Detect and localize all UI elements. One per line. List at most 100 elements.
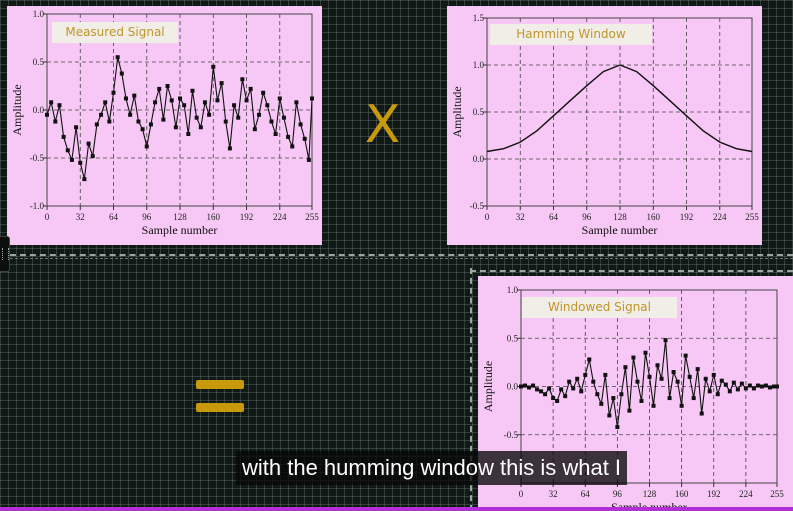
y-tick-label: 0.5 <box>33 57 45 67</box>
data-point <box>531 383 536 388</box>
hamming-window-panel: 0 32 64 96 128 160 192 224 255 1.5 1.0 0.5 0.0 -0.5 Sa… <box>447 6 762 245</box>
data-point <box>111 90 116 95</box>
data-point <box>140 127 145 132</box>
data-point <box>767 385 772 390</box>
y-tick-label: 0.0 <box>33 105 45 115</box>
x-tick-label: 32 <box>516 212 525 222</box>
data-point <box>715 392 720 397</box>
data-point <box>78 160 83 165</box>
data-point <box>86 141 91 146</box>
data-point <box>182 103 187 108</box>
data-point <box>227 146 232 151</box>
data-point <box>755 383 760 388</box>
data-point <box>223 119 228 124</box>
data-point <box>583 372 588 377</box>
x-tick-label: 96 <box>142 212 152 222</box>
data-point <box>123 96 128 101</box>
data-point <box>711 372 716 377</box>
data-point <box>286 134 291 139</box>
x-tick-label: 96 <box>613 489 623 499</box>
x-tick-label: 192 <box>680 212 694 222</box>
data-point <box>771 384 776 389</box>
x-tick-label: 128 <box>643 489 657 499</box>
data-point <box>194 115 199 120</box>
data-point <box>186 132 191 136</box>
x-tick-label: 0 <box>519 489 524 499</box>
x-tick-label: 64 <box>549 212 559 222</box>
y-tick-label: 0.0 <box>507 382 519 392</box>
chart-3-svg: 0 32 64 96 128 160 192 224 255 1.0 0.5 0.0 -0.5 Sampl… <box>481 285 784 511</box>
x-tick-label: 96 <box>582 212 592 222</box>
data-point <box>82 177 87 182</box>
x-tick-label: 224 <box>713 212 727 222</box>
data-point <box>703 376 708 381</box>
data-point <box>559 387 564 392</box>
y-tick-label: -0.5 <box>504 430 519 440</box>
data-point <box>90 154 95 159</box>
x-tick-label: 0 <box>45 212 50 222</box>
y-tick-label: 1.0 <box>473 60 485 70</box>
data-point <box>61 134 66 139</box>
windowed-signal-panel: 0 32 64 96 128 160 192 224 255 1.0 0.5 0.0 -0.5 Sampl… <box>478 276 793 511</box>
data-point <box>655 363 660 368</box>
data-point <box>302 136 307 141</box>
data-point <box>607 413 612 418</box>
data-point <box>103 100 108 105</box>
data-point <box>128 112 133 117</box>
data-point <box>759 384 764 389</box>
multiply-operator: X <box>364 95 401 155</box>
data-point <box>298 122 303 127</box>
y-axis-label: Amplitude <box>450 86 464 137</box>
data-point <box>735 387 740 392</box>
section-divider-secondary <box>0 258 793 259</box>
data-point <box>619 392 624 397</box>
data-point <box>695 367 700 372</box>
x-tick-label: 160 <box>207 212 221 222</box>
selection-guide-horizontal <box>470 270 793 272</box>
data-point <box>679 403 684 408</box>
video-progress-bar[interactable] <box>0 507 793 511</box>
data-point <box>691 396 696 401</box>
data-point <box>240 77 245 82</box>
data-point <box>659 376 664 381</box>
data-point <box>261 90 266 95</box>
data-point <box>157 86 162 91</box>
data-point <box>539 389 544 394</box>
x-tick-label: 192 <box>240 212 254 222</box>
data-point <box>615 425 620 430</box>
data-point <box>144 144 149 149</box>
x-tick-label: 128 <box>173 212 187 222</box>
side-panel-handle[interactable] <box>0 236 10 272</box>
data-point <box>107 119 112 124</box>
data-point <box>687 374 692 379</box>
data-point <box>198 125 203 130</box>
data-point <box>161 117 166 122</box>
data-point <box>723 382 728 387</box>
data-point <box>671 370 676 375</box>
data-point <box>763 383 768 388</box>
x-axis-label: Sample number <box>582 223 658 237</box>
data-point <box>169 98 174 103</box>
data-point <box>555 398 560 403</box>
data-point <box>136 119 141 124</box>
data-point <box>611 396 616 401</box>
data-point <box>244 98 249 103</box>
data-point <box>623 365 628 370</box>
data-point <box>236 115 241 120</box>
series-line <box>46 57 313 180</box>
selection-guide-vertical <box>470 268 472 511</box>
data-point <box>215 98 220 103</box>
x-tick-label: 255 <box>770 489 784 499</box>
data-point <box>675 379 680 384</box>
data-point <box>49 100 54 105</box>
data-point <box>69 157 74 162</box>
data-point <box>603 372 608 377</box>
data-point <box>579 389 584 394</box>
data-point <box>599 401 604 406</box>
data-point <box>667 396 672 401</box>
data-point <box>178 96 183 101</box>
x-tick-label: 0 <box>485 212 490 222</box>
data-point <box>575 376 580 381</box>
data-point <box>94 122 99 127</box>
x-tick-label: 255 <box>305 212 319 222</box>
